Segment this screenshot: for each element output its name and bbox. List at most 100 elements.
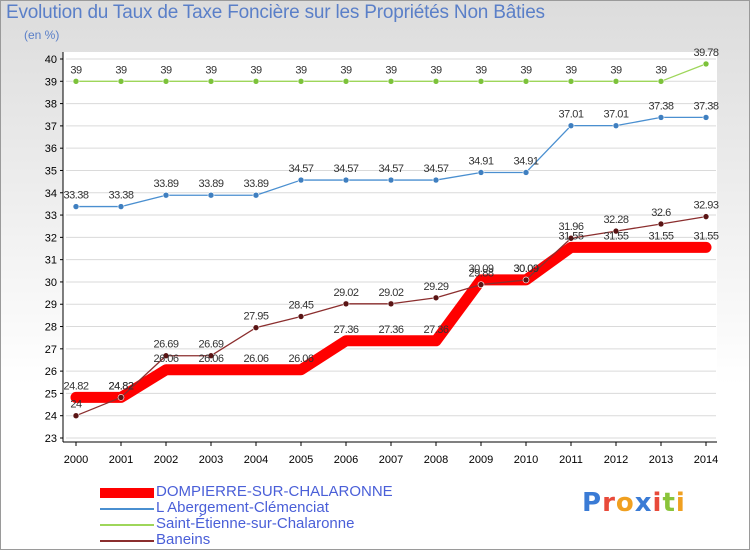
- data-label: 33.89: [243, 178, 268, 190]
- chart-title: Evolution du Taux de Taxe Foncière sur l…: [6, 2, 545, 23]
- data-point: [162, 352, 170, 360]
- y-tick-label: 35: [45, 165, 57, 177]
- data-label: 26.06: [243, 353, 268, 365]
- logo-letter: o: [615, 488, 635, 518]
- logo-letter: r: [602, 488, 616, 518]
- y-tick-label: 23: [45, 433, 57, 445]
- x-tick-label: 2012: [604, 454, 628, 466]
- data-point: [477, 169, 485, 176]
- data-label: 29.88: [468, 268, 493, 280]
- data-label: 30.09: [513, 263, 538, 275]
- data-point: [342, 300, 350, 308]
- data-label: 31.55: [648, 230, 673, 242]
- x-tick-label: 2008: [424, 454, 448, 466]
- data-label: 34.57: [378, 163, 403, 175]
- data-label: 24.82: [108, 380, 133, 392]
- data-point: [567, 77, 575, 85]
- data-label: 26.69: [198, 339, 223, 351]
- data-label: 31.96: [558, 221, 583, 233]
- y-tick-label: 27: [45, 344, 57, 356]
- data-label: 39: [385, 64, 397, 76]
- data-point: [342, 176, 350, 184]
- legend-label-abergement: L Abergement-Clémenciat: [156, 499, 329, 516]
- x-tick-label: 2011: [559, 454, 583, 466]
- data-point: [567, 234, 575, 242]
- data-label: 37.38: [693, 100, 718, 112]
- data-point: [612, 77, 620, 85]
- legend-swatch-abergement: [100, 508, 154, 510]
- data-label: 32.28: [603, 214, 628, 226]
- data-point: [522, 276, 530, 284]
- x-tick-label: 2001: [109, 454, 133, 466]
- data-point: [207, 352, 215, 360]
- data-label: 27.36: [423, 324, 448, 336]
- data-label: 39: [565, 64, 577, 76]
- x-tick-label: 2000: [64, 454, 88, 466]
- data-label: 39: [340, 64, 352, 76]
- data-label: 27.36: [378, 324, 403, 336]
- legend-swatch-baneins: [100, 540, 154, 542]
- data-point: [252, 191, 260, 199]
- data-label: 32.6: [651, 207, 671, 219]
- data-point: [207, 77, 215, 85]
- data-label: 39: [115, 64, 127, 76]
- data-label: 26.06: [153, 353, 178, 365]
- data-label: 24.82: [108, 380, 133, 392]
- data-label: 34.57: [333, 163, 358, 175]
- x-tick-label: 2009: [469, 454, 493, 466]
- x-tick-label: 2007: [379, 454, 403, 466]
- data-label: 39: [160, 64, 172, 76]
- data-point: [387, 176, 395, 184]
- data-label: 34.57: [288, 163, 313, 175]
- y-tick-label: 39: [45, 76, 57, 88]
- data-point: [297, 77, 305, 85]
- data-point: [432, 77, 440, 85]
- logo-letter: i: [675, 488, 686, 518]
- y-tick-label: 38: [45, 99, 57, 111]
- data-label: 31.55: [603, 230, 628, 242]
- unit-label: (en %): [24, 28, 60, 42]
- data-label: 34.91: [513, 155, 538, 167]
- x-tick-label: 2006: [334, 454, 358, 466]
- data-point: [522, 77, 530, 85]
- y-tick-label: 25: [45, 388, 57, 400]
- data-label: 33.89: [198, 178, 223, 190]
- y-tick-label: 26: [45, 366, 57, 378]
- data-label: 39: [70, 64, 82, 76]
- series-line: [70, 241, 712, 403]
- data-point: [162, 191, 170, 199]
- data-point: [342, 77, 350, 85]
- data-label: 27.36: [333, 324, 358, 336]
- data-point: [567, 122, 575, 129]
- data-label: 26.06: [288, 353, 313, 365]
- data-label: 39: [250, 64, 262, 76]
- data-label: 31.55: [693, 230, 718, 242]
- data-label: 33.38: [108, 190, 133, 202]
- data-point: [657, 220, 665, 228]
- x-tick-label: 2014: [694, 454, 718, 466]
- data-label: 29.29: [423, 281, 448, 293]
- data-point: [252, 324, 260, 331]
- x-tick-label: 2010: [514, 454, 538, 466]
- data-label: 27.95: [243, 311, 268, 323]
- data-label: 30.09: [513, 263, 538, 275]
- data-point: [432, 176, 440, 184]
- data-point: [612, 122, 620, 129]
- y-tick-label: 32: [45, 232, 57, 244]
- data-point: [702, 213, 710, 220]
- data-label: 29.02: [333, 287, 358, 299]
- data-label: 24.82: [63, 380, 88, 392]
- data-point: [162, 77, 170, 85]
- data-label: 37.01: [558, 109, 583, 121]
- data-point: [612, 227, 620, 235]
- logo-letter: i: [652, 488, 663, 518]
- data-label: 33.89: [153, 178, 178, 190]
- x-tick-label: 2013: [649, 454, 673, 466]
- data-point: [252, 77, 260, 85]
- y-tick-label: 28: [45, 322, 57, 334]
- data-point: [297, 176, 305, 184]
- data-point: [702, 114, 710, 121]
- y-tick-label: 33: [45, 210, 57, 222]
- legend-label-saint-etienne: Saint-Étienne-sur-Chalaronne: [156, 515, 355, 532]
